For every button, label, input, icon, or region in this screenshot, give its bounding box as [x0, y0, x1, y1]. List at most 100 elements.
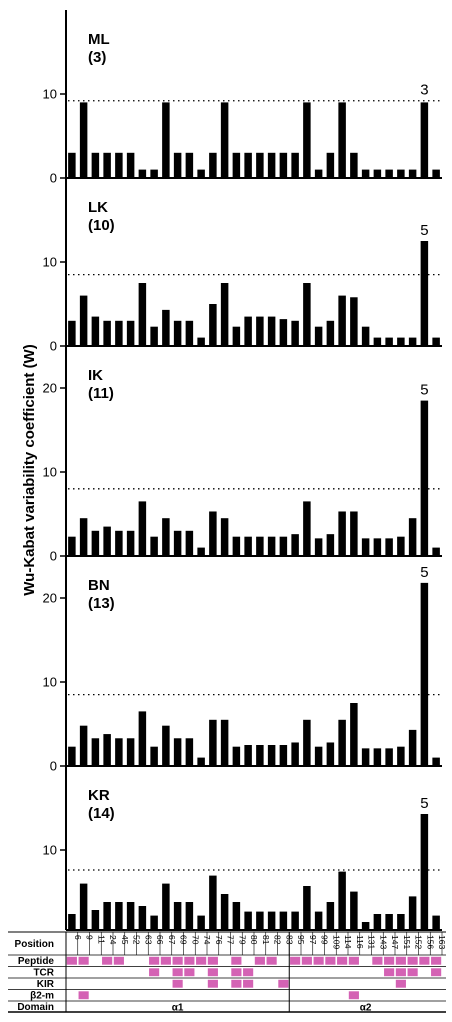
table-mark [231, 979, 242, 988]
table-mark [66, 956, 77, 965]
table-mark [325, 956, 336, 965]
y-tick-label: 10 [43, 843, 57, 858]
table-mark [372, 956, 383, 965]
bar [432, 757, 440, 766]
bar [338, 871, 346, 930]
table-mark [196, 956, 207, 965]
table-row-label: KIR [37, 979, 55, 990]
bar [220, 102, 229, 178]
bar [291, 152, 299, 178]
bar [397, 169, 405, 178]
bar [385, 914, 393, 930]
bar [326, 152, 335, 178]
bar [91, 910, 100, 930]
bar [267, 316, 276, 346]
table-mark [266, 956, 277, 965]
bar [303, 102, 311, 178]
bar [314, 326, 323, 346]
table-mark [231, 956, 242, 965]
bar [303, 886, 311, 930]
bar [91, 316, 100, 346]
bar [350, 297, 358, 346]
panel-title: IK [88, 367, 103, 384]
bar [91, 152, 100, 178]
panel-count: (10) [88, 217, 115, 234]
bar [279, 152, 288, 178]
bar [244, 911, 252, 930]
bar [244, 536, 252, 556]
bar [126, 738, 135, 766]
bar [408, 169, 417, 178]
y-axis-label: Wu-Kabat variability coefficient (W) [21, 344, 38, 595]
bar [314, 169, 323, 178]
table-mark [78, 991, 89, 1000]
bar [232, 746, 241, 766]
bar [209, 875, 217, 930]
bar [256, 745, 264, 766]
table-position-label: Position [15, 939, 54, 950]
bar [79, 102, 88, 178]
bar [291, 742, 299, 766]
bar [162, 725, 170, 766]
bar [432, 337, 440, 346]
bar [256, 911, 264, 930]
bar [303, 283, 311, 346]
bar [162, 883, 170, 930]
bar [303, 501, 311, 556]
table-mark [407, 968, 418, 977]
bar [361, 748, 370, 766]
bar [385, 748, 393, 766]
table-mark [231, 968, 242, 977]
panel-title: LK [88, 199, 108, 216]
bar [103, 526, 111, 556]
panel-count: (11) [88, 385, 114, 402]
table-mark [395, 979, 406, 988]
bar [185, 902, 194, 930]
bar [244, 152, 252, 178]
table-mark [313, 956, 324, 965]
table-mark [172, 968, 183, 977]
bar [420, 814, 429, 930]
domain-label: α1 [172, 1003, 184, 1014]
bar [115, 320, 123, 346]
table-mark [243, 979, 254, 988]
table-mark [184, 956, 195, 965]
bar [361, 538, 370, 556]
table-mark [113, 956, 124, 965]
table-mark [207, 979, 218, 988]
table-row-label: β2-m [30, 991, 54, 1002]
domain-label: α2 [360, 1003, 372, 1014]
bar [361, 326, 370, 346]
table-mark [431, 956, 442, 965]
panel-title: BN [88, 577, 110, 594]
y-tick-label: 20 [43, 381, 57, 396]
table-row-label: Peptide [18, 956, 55, 967]
bar [373, 337, 382, 346]
y-tick-label: 20 [43, 591, 57, 606]
bar [173, 530, 182, 556]
table-mark [254, 956, 265, 965]
bar [103, 152, 111, 178]
bar [185, 152, 194, 178]
bar [279, 911, 288, 930]
table-mark [207, 968, 218, 977]
bar [256, 536, 264, 556]
bar [150, 915, 158, 930]
table-mark [78, 956, 89, 965]
bar [150, 746, 158, 766]
bar [420, 241, 429, 346]
bar [220, 518, 229, 556]
table-mark [431, 968, 442, 977]
table-mark [290, 956, 301, 965]
bar [291, 911, 299, 930]
table-mark [407, 956, 418, 965]
bar [185, 530, 194, 556]
bar [162, 309, 170, 346]
table-mark [337, 956, 348, 965]
bar [338, 511, 346, 556]
bar [150, 326, 158, 346]
bar [373, 169, 382, 178]
bar [209, 511, 217, 556]
bar [209, 719, 217, 766]
